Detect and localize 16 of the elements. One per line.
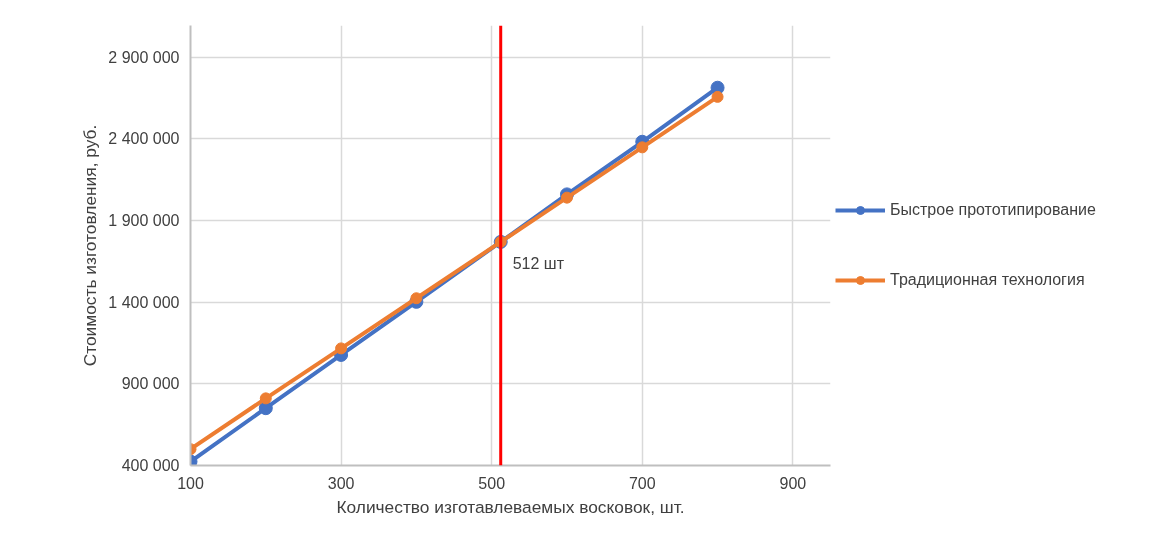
x-tick-label: 300 xyxy=(327,474,355,492)
y-tick-label: 2 900 000 xyxy=(108,48,180,66)
legend-label: Традиционная технология xyxy=(890,270,1085,290)
x-tick-label: 500 xyxy=(478,474,506,492)
y-axis-title: Стоимость изготовления, руб. xyxy=(80,124,101,367)
x-tick-label: 100 xyxy=(177,474,204,492)
y-tick-label: 1 900 000 xyxy=(108,212,180,230)
y-tick-label: 400 000 xyxy=(121,457,180,474)
y-tick-label: 1 400 000 xyxy=(108,293,180,311)
y-tick-label: 2 400 000 xyxy=(108,130,180,148)
y-tick-label: 900 000 xyxy=(121,375,180,393)
x-tick-label: 900 xyxy=(779,474,807,492)
x-tick-label: 700 xyxy=(628,474,656,492)
x-axis-title: Количество изготавлеваемых восковок, шт. xyxy=(336,496,685,517)
ref-line-label: 512 шт xyxy=(512,254,565,272)
legend-label: Быстрое прототипирование xyxy=(890,200,1096,220)
